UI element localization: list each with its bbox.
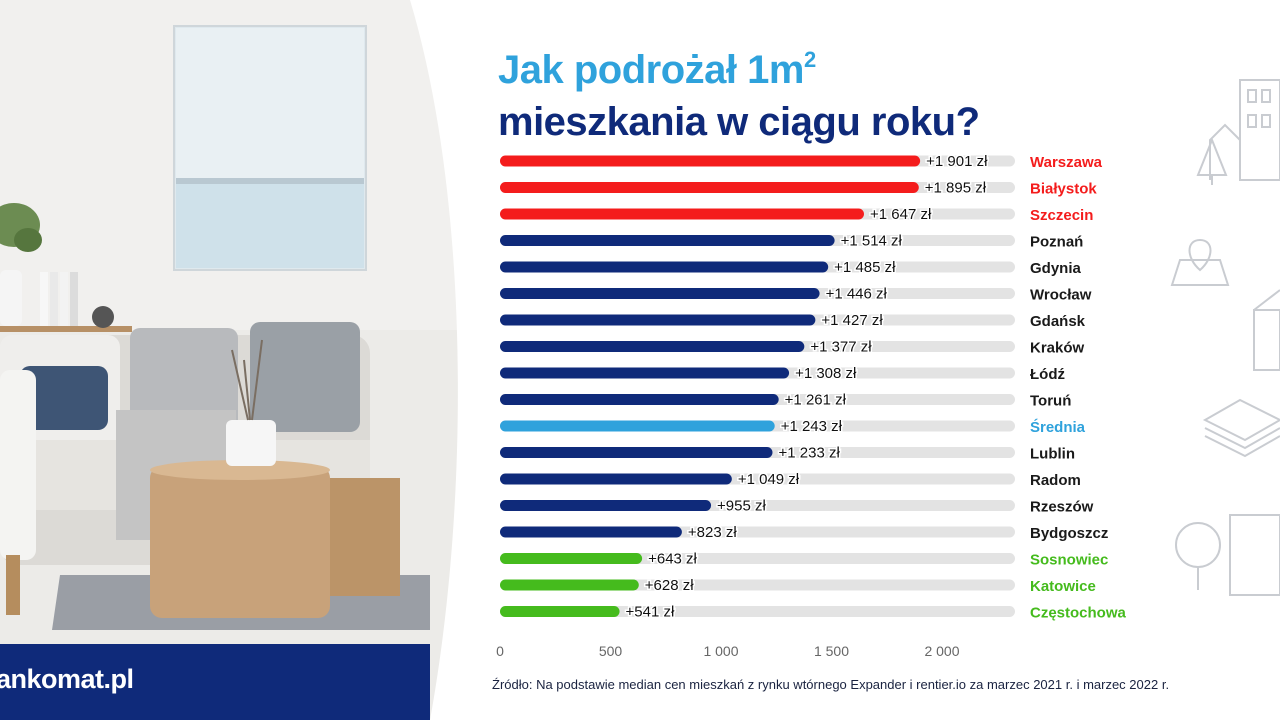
city-label-katowice: Katowice (1030, 578, 1096, 595)
city-label-szczecin: Szczecin (1030, 207, 1093, 224)
x-tick-label: 1 000 (703, 643, 738, 659)
x-tick-label: 2 000 (924, 643, 959, 659)
bar-bydgoszcz (500, 526, 682, 538)
bar-szczecin (500, 208, 864, 220)
bar-torun (500, 394, 779, 405)
value-label-szczecin: +1 647 zł (870, 206, 932, 223)
building-icon (1209, 79, 1280, 181)
tree-icon (1196, 137, 1228, 185)
city-label-rzeszow: Rzeszów (1030, 499, 1094, 516)
bar-wroclaw (500, 288, 820, 299)
living-room-illustration (0, 0, 460, 720)
x-tick-label: 0 (496, 643, 504, 659)
value-label-poznan: +1 514 zł (841, 233, 903, 250)
city-label-wroclaw: Wrocław (1030, 287, 1092, 304)
price-increase-bar-chart: +1 901 zł Warszawa +1 895 zł Białystok +1 64… (496, 152, 1127, 660)
house-icon (1253, 289, 1280, 371)
bar-track-czestochowa (500, 606, 1015, 617)
bar-poznan (500, 235, 835, 246)
city-label-srednia: Średnia (1030, 418, 1086, 436)
value-label-srednia: +1 243 zł (781, 418, 843, 435)
city-label-gdynia: Gdynia (1030, 260, 1082, 277)
bar-krakow (500, 341, 805, 352)
city-label-sosnowiec: Sosnowiec (1030, 552, 1108, 569)
title-line-1: Jak podrożał 1m2 (498, 34, 980, 96)
bar-rzeszow (500, 500, 712, 511)
city-label-gdansk: Gdańsk (1030, 313, 1086, 330)
city-label-radom: Radom (1030, 472, 1081, 489)
city-label-poznan: Poznań (1030, 234, 1083, 251)
city-label-bydgoszcz: Bydgoszcz (1030, 525, 1108, 542)
title-line-2: mieszkania w ciągu roku? (498, 100, 980, 144)
bar-gdansk (500, 314, 816, 326)
title-line-1-text: Jak podrożał 1m (498, 48, 804, 92)
value-label-gdynia: +1 485 zł (834, 259, 896, 276)
chart-title: Jak podrożał 1m2 mieszkania w ciągu roku… (498, 34, 980, 148)
city-label-lublin: Lublin (1030, 446, 1075, 463)
title-superscript: 2 (803, 47, 816, 72)
interior-photo (0, 0, 460, 720)
park-tree-icon (1175, 514, 1280, 596)
city-label-czestochowa: Częstochowa (1030, 605, 1127, 622)
bar-sosnowiec (500, 553, 643, 564)
bar-katowice (500, 579, 639, 591)
city-label-warszawa: Warszawa (1030, 154, 1103, 171)
value-label-wroclaw: +1 446 zł (826, 286, 888, 303)
bar-lodz (500, 367, 790, 379)
source-note: Źródło: Na podstawie median cen mieszkań… (492, 677, 1170, 692)
decorative-icons (1170, 79, 1280, 596)
city-label-lodz: Łódź (1030, 366, 1065, 383)
value-label-gdansk: +1 427 zł (821, 312, 883, 329)
value-label-czestochowa: +541 zł (626, 604, 675, 621)
value-label-lublin: +1 233 zł (778, 445, 840, 462)
value-label-krakow: +1 377 zł (810, 339, 872, 356)
brand-logo[interactable]: ankomat.pl (0, 664, 134, 694)
x-tick-label: 500 (599, 643, 623, 659)
value-label-torun: +1 261 zł (785, 392, 847, 409)
bar-radom (500, 473, 732, 485)
value-label-bialystok: +1 895 zł (925, 180, 987, 197)
bar-gdynia (500, 261, 829, 273)
city-label-torun: Toruń (1030, 393, 1071, 410)
value-label-warszawa: +1 901 zł (926, 153, 988, 170)
city-label-bialystok: Białystok (1030, 181, 1097, 198)
value-label-sosnowiec: +643 zł (648, 551, 697, 568)
brand-bar (0, 644, 430, 720)
bar-bialystok (500, 182, 919, 193)
value-label-rzeszow: +955 zł (717, 498, 766, 515)
bar-warszawa (500, 155, 921, 167)
bar-srednia (500, 420, 775, 432)
bar-czestochowa (500, 606, 620, 617)
value-label-lodz: +1 308 zł (795, 365, 857, 382)
x-tick-label: 1 500 (814, 643, 849, 659)
value-label-bydgoszcz: +823 zł (688, 524, 737, 541)
value-label-radom: +1 049 zł (738, 471, 800, 488)
money-stack-icon (1202, 398, 1280, 458)
bar-lublin (500, 447, 773, 458)
location-pin-icon (1170, 238, 1230, 286)
city-label-krakow: Kraków (1030, 340, 1085, 357)
value-label-katowice: +628 zł (645, 577, 694, 594)
